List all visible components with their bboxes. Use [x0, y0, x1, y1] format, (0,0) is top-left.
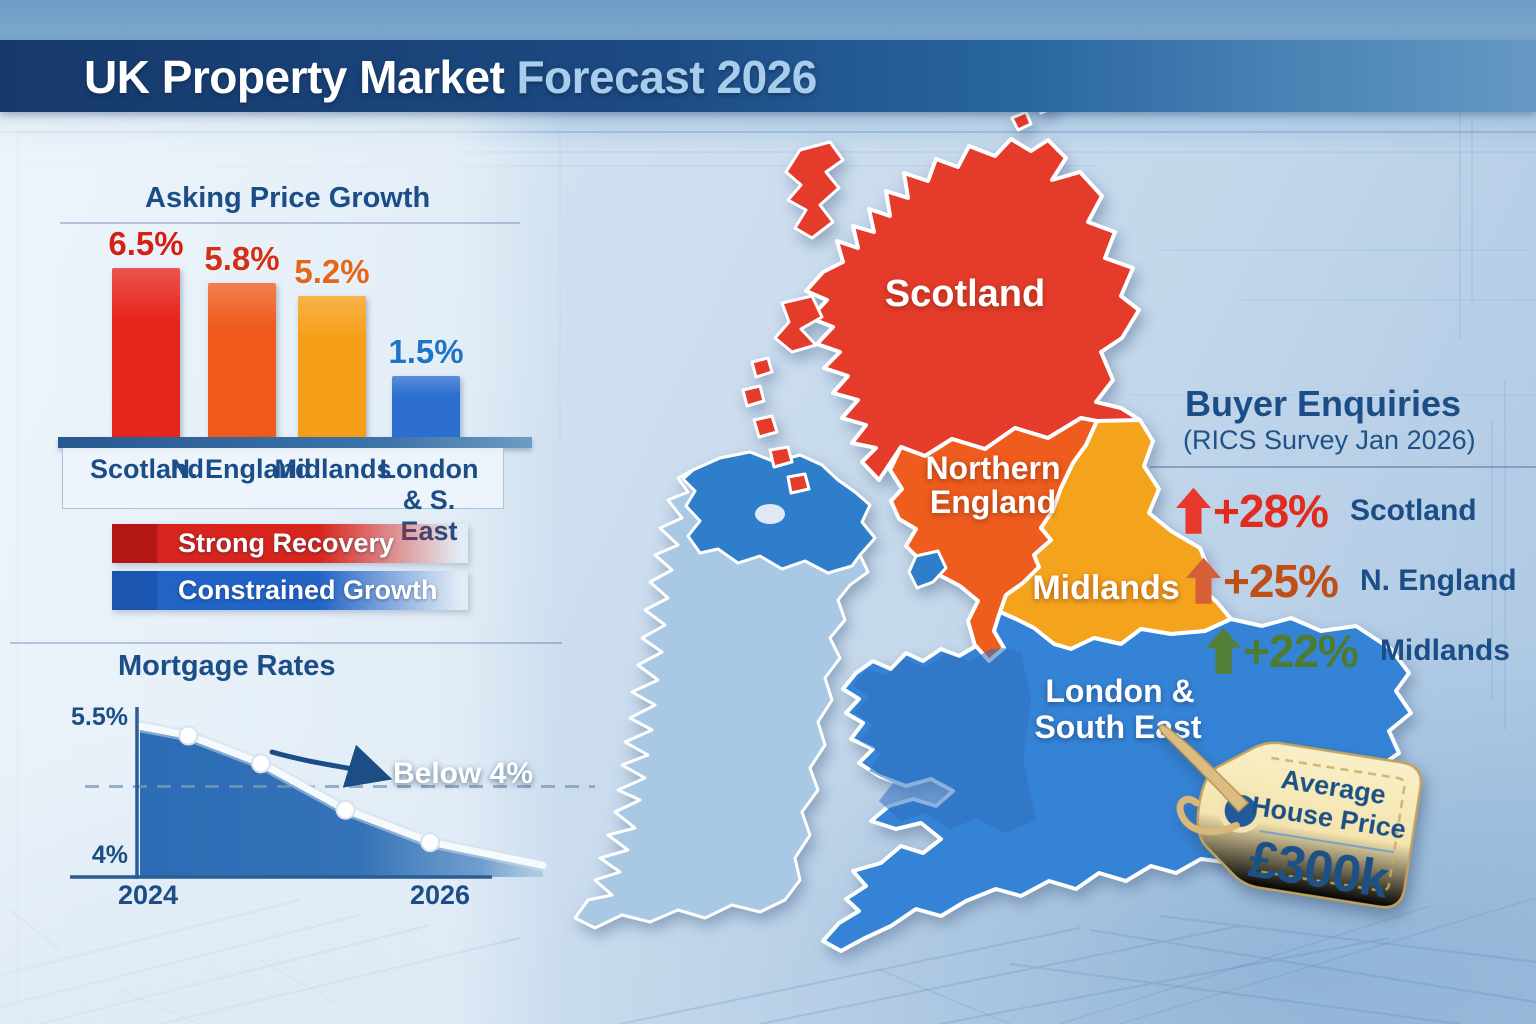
- mortgage-rates-chart: [70, 707, 595, 879]
- bar-chart-baseline: [58, 437, 532, 448]
- bar-category-midlands: Midlands: [274, 454, 392, 484]
- buyer-enquiries-subtitle: (RICS Survey Jan 2026): [1183, 424, 1476, 455]
- page-title: UK Property Market Forecast 2026: [84, 50, 817, 104]
- bar-n-england: 5.8%: [204, 240, 280, 438]
- price-tag-divider: [1259, 830, 1395, 854]
- bar-value-label: 5.2%: [294, 253, 370, 290]
- up-arrow-icon: [1176, 487, 1211, 534]
- x-tick-2026: 2026: [410, 880, 471, 910]
- bar-midlands: 5.2%: [294, 253, 370, 438]
- enquiry-row-scotland: +28% Scotland: [1176, 484, 1536, 538]
- bar: [208, 283, 276, 438]
- asking-price-growth-chart: 6.5% 5.8% 5.2% 1.5%: [65, 225, 520, 438]
- bar-london-s-east: 1.5%: [388, 333, 464, 438]
- bar-category-scotland: Scotland: [89, 454, 205, 484]
- enquiry-value: +28%: [1213, 484, 1329, 537]
- x-tick-2024: 2024: [118, 880, 179, 910]
- legend-constrained-growth: Constrained Growth: [112, 571, 468, 610]
- map-isle-of-man: [907, 549, 948, 590]
- buyer-enquiries-panel: Buyer Enquiries (RICS Survey Jan 2026) +…: [1150, 385, 1536, 678]
- map-label-northern-england-line2: England: [930, 484, 1056, 520]
- enquiry-value: +22%: [1243, 624, 1359, 677]
- bar: [112, 268, 180, 438]
- bar: [392, 376, 460, 438]
- up-arrow-icon: [1206, 627, 1241, 674]
- map-label-midlands: Midlands: [1032, 569, 1179, 607]
- bar-chart-category-labels: Scotland N. England Midlands London & S.…: [62, 448, 504, 546]
- enquiry-row-n-england: +25% N. England: [1186, 554, 1536, 608]
- legend-strong-recovery: Strong Recovery: [112, 524, 468, 563]
- enquiry-region: N. England: [1359, 563, 1517, 597]
- price-tag-stitching: [1253, 756, 1406, 892]
- enquiry-row-midlands: +22% Midlands: [1206, 624, 1536, 678]
- map-label-northern-england-line1: Northern: [925, 450, 1060, 486]
- y-tick-bottom: 4%: [91, 841, 128, 869]
- below-4-annotation: Below 4%: [393, 757, 534, 790]
- map-label-scotland: Scotland: [885, 273, 1045, 315]
- price-tag-string-hook: [1176, 795, 1240, 836]
- mortgage-chart-title: Mortgage Rates: [118, 650, 336, 682]
- page-title-accent: Forecast 2026: [516, 51, 817, 103]
- price-tag-string: [1158, 724, 1250, 813]
- buyer-enquiries-title: Buyer Enquiries: [1185, 383, 1462, 424]
- enquiry-value: +25%: [1223, 554, 1339, 607]
- map-wales-tint: [853, 648, 1036, 833]
- line-data-points: [178, 725, 441, 853]
- up-arrow-icon: [1186, 557, 1221, 604]
- bar-value-label: 5.8%: [204, 240, 280, 277]
- page-title-main: UK Property Market: [84, 51, 505, 103]
- title-banner: [0, 40, 1536, 112]
- enquiry-region: Scotland: [1349, 493, 1477, 527]
- map-lough-neagh: [755, 504, 785, 524]
- annotation-arrow: [269, 744, 393, 788]
- bar-scotland: 6.5%: [108, 225, 184, 438]
- mortgage-section-rule: [10, 642, 562, 644]
- map-label-london-line1: London &: [1045, 673, 1194, 709]
- legend-label: Strong Recovery: [178, 528, 395, 558]
- bar-category-n-england: N. England: [170, 454, 312, 484]
- buyer-enquiries-divider: [1150, 465, 1536, 468]
- y-tick-top: 5.5%: [71, 703, 128, 731]
- bar-chart-title: Asking Price Growth: [145, 182, 431, 214]
- bar: [298, 296, 366, 438]
- legend-label: Constrained Growth: [178, 575, 438, 605]
- price-tag-body: [1196, 741, 1423, 909]
- map-region-scotland: [804, 137, 1142, 482]
- enquiry-region: Midlands: [1379, 633, 1510, 667]
- bar-value-label: 6.5%: [108, 225, 184, 262]
- map-region-ireland: [573, 450, 877, 930]
- line-chart-area: [140, 726, 543, 877]
- bar-value-label: 1.5%: [388, 333, 464, 370]
- bar-chart-title-rule: [60, 222, 520, 224]
